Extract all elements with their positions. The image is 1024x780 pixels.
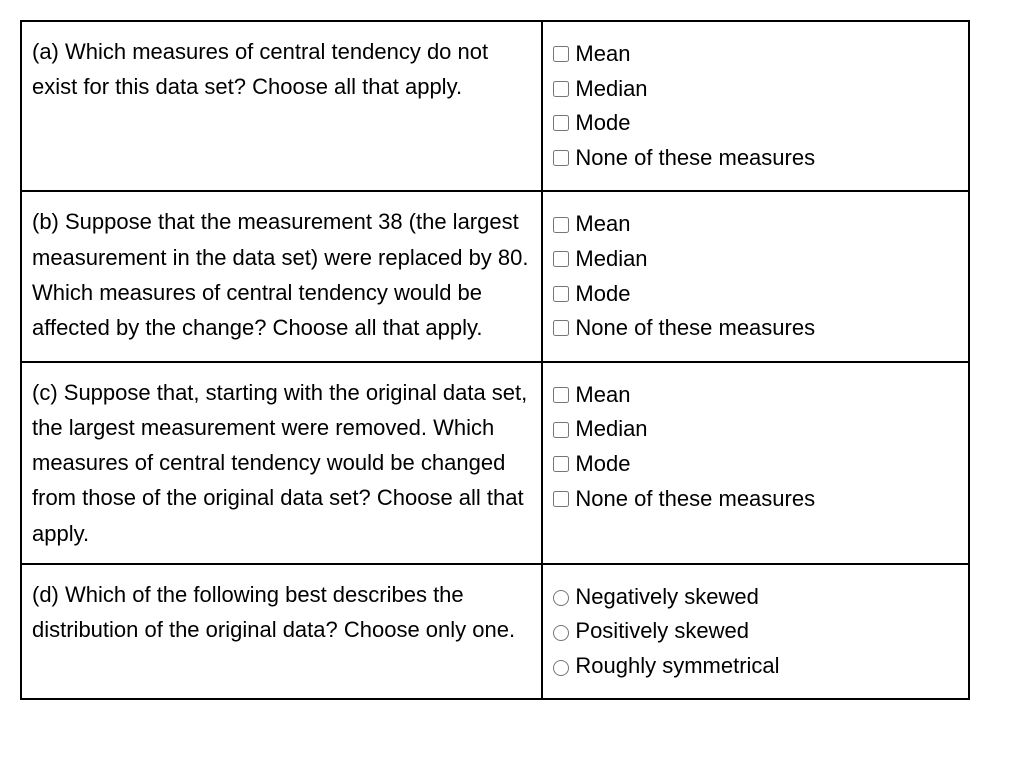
checkbox-a-median[interactable] [553,81,569,97]
option-c-2: Mode [553,450,958,479]
question-row-a: (a) Which measures of central tendency d… [21,21,969,191]
checkbox-c-mode[interactable] [553,456,569,472]
quiz-table: (a) Which measures of central tendency d… [20,20,970,700]
option-b-3-label: None of these measures [575,314,815,343]
question-row-c: (c) Suppose that, starting with the orig… [21,362,969,564]
question-a-prompt-cell: (a) Which measures of central tendency d… [21,21,542,191]
option-a-1: Median [553,75,958,104]
checkbox-c-mean[interactable] [553,387,569,403]
option-a-0-label: Mean [575,40,630,69]
option-b-0-label: Mean [575,210,630,239]
option-d-1-label: Positively skewed [575,617,749,646]
checkbox-c-none[interactable] [553,491,569,507]
option-b-0: Mean [553,210,958,239]
question-a-options-cell: Mean Median Mode None of these measures [542,21,969,191]
option-c-3-label: None of these measures [575,485,815,514]
option-b-1-label: Median [575,245,647,274]
option-d-0-label: Negatively skewed [575,583,758,612]
option-b-2-label: Mode [575,280,630,309]
option-a-2: Mode [553,109,958,138]
question-c-options-cell: Mean Median Mode None of these measures [542,362,969,564]
radio-d-roughly-symmetrical[interactable] [553,660,569,676]
question-c-prompt-cell: (c) Suppose that, starting with the orig… [21,362,542,564]
checkbox-b-none[interactable] [553,320,569,336]
question-row-d: (d) Which of the following best describe… [21,564,969,700]
option-b-2: Mode [553,280,958,309]
option-d-1: Positively skewed [553,617,958,646]
checkbox-b-median[interactable] [553,251,569,267]
option-a-0: Mean [553,40,958,69]
question-b-prompt: (b) Suppose that the measurement 38 (the… [32,209,529,340]
option-d-2: Roughly symmetrical [553,652,958,681]
option-c-0-label: Mean [575,381,630,410]
question-d-prompt: (d) Which of the following best describe… [32,582,515,642]
radio-d-positively-skewed[interactable] [553,625,569,641]
checkbox-c-median[interactable] [553,422,569,438]
question-b-options-cell: Mean Median Mode None of these measures [542,191,969,361]
question-b-prompt-cell: (b) Suppose that the measurement 38 (the… [21,191,542,361]
option-c-0: Mean [553,381,958,410]
option-a-3-label: None of these measures [575,144,815,173]
question-d-options-cell: Negatively skewed Positively skewed Roug… [542,564,969,700]
checkbox-b-mode[interactable] [553,286,569,302]
checkbox-a-mode[interactable] [553,115,569,131]
question-a-prompt: (a) Which measures of central tendency d… [32,39,488,99]
option-b-1: Median [553,245,958,274]
option-a-2-label: Mode [575,109,630,138]
option-b-3: None of these measures [553,314,958,343]
question-c-prompt: (c) Suppose that, starting with the orig… [32,380,527,546]
option-a-1-label: Median [575,75,647,104]
option-c-3: None of these measures [553,485,958,514]
option-d-2-label: Roughly symmetrical [575,652,779,681]
radio-d-negatively-skewed[interactable] [553,590,569,606]
checkbox-a-none[interactable] [553,150,569,166]
question-d-prompt-cell: (d) Which of the following best describe… [21,564,542,700]
question-row-b: (b) Suppose that the measurement 38 (the… [21,191,969,361]
checkbox-a-mean[interactable] [553,46,569,62]
option-d-0: Negatively skewed [553,583,958,612]
option-c-2-label: Mode [575,450,630,479]
option-c-1-label: Median [575,415,647,444]
option-c-1: Median [553,415,958,444]
option-a-3: None of these measures [553,144,958,173]
checkbox-b-mean[interactable] [553,217,569,233]
